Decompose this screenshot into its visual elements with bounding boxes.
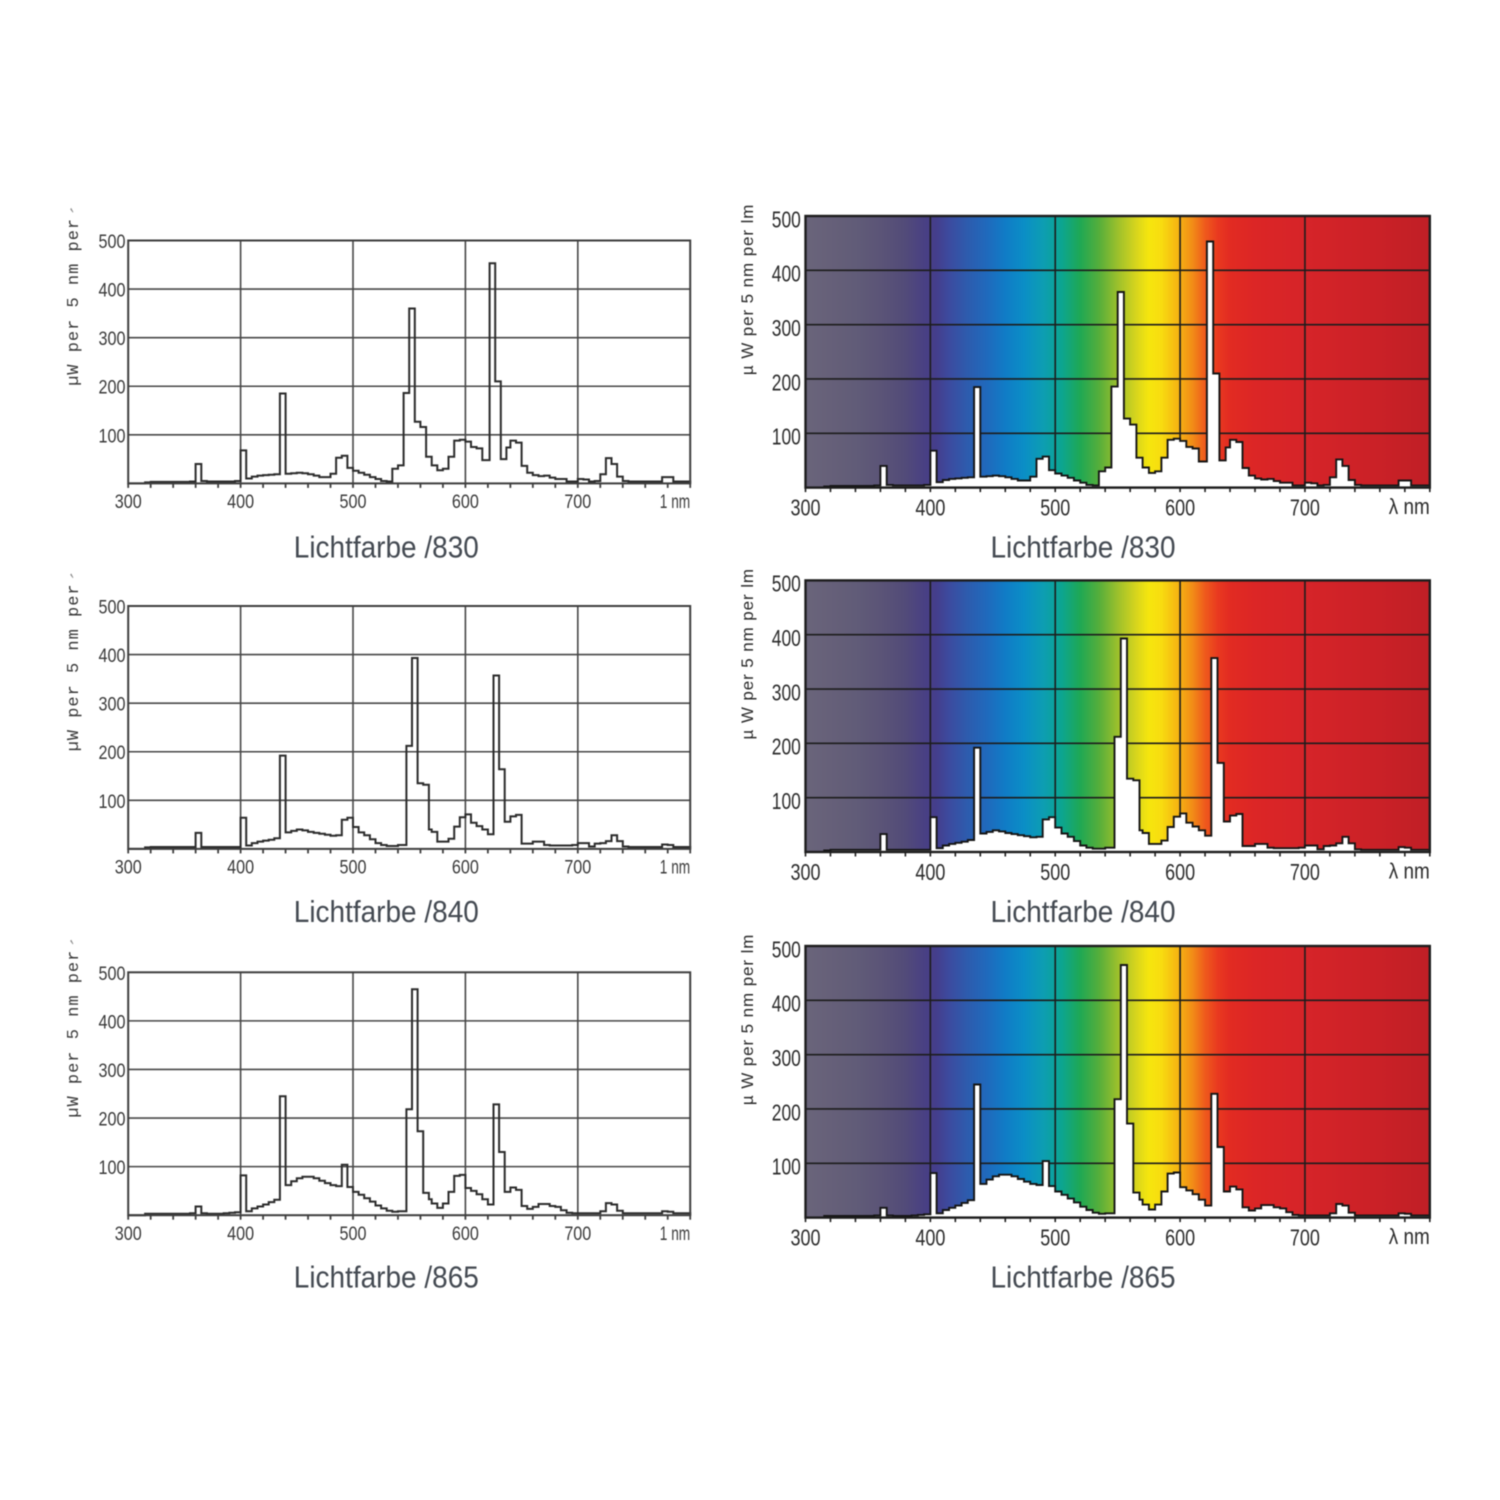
svg-text:600: 600	[452, 491, 479, 513]
svg-text:300: 300	[115, 856, 142, 878]
svg-text:500: 500	[1040, 1225, 1070, 1251]
svg-text:300: 300	[99, 328, 126, 350]
svg-text:100: 100	[772, 424, 801, 450]
svg-text:500: 500	[340, 491, 367, 513]
svg-text:700: 700	[1290, 495, 1320, 521]
svg-text:Lichtfarbe /840: Lichtfarbe /840	[294, 894, 479, 929]
svg-text:500: 500	[772, 206, 801, 232]
svg-text:Lichtfarbe /830: Lichtfarbe /830	[294, 530, 479, 565]
svg-text:Lichtfarbe /865: Lichtfarbe /865	[294, 1260, 479, 1295]
svg-text:λ nm: λ nm	[1389, 494, 1430, 519]
svg-text:µ W per 5 nm per lm: µ W per 5 nm per lm	[738, 934, 757, 1105]
svg-text:500: 500	[772, 571, 801, 597]
svg-text:500: 500	[99, 231, 126, 253]
svg-text:600: 600	[452, 856, 479, 878]
svg-text:600: 600	[1165, 495, 1195, 521]
svg-text:700: 700	[564, 491, 591, 513]
svg-text:µ W per 5 nm per lm: µ W per 5 nm per lm	[738, 568, 757, 739]
svg-text:700: 700	[564, 856, 591, 878]
svg-text:µW per 5 nm per: µW per 5 nm per	[65, 950, 84, 1118]
svg-text:400: 400	[772, 625, 801, 651]
svg-text:400: 400	[772, 261, 801, 287]
svg-text:400: 400	[915, 495, 945, 521]
svg-text:300: 300	[791, 495, 821, 521]
svg-text:500: 500	[99, 596, 126, 618]
svg-text:600: 600	[1165, 1225, 1195, 1251]
svg-text:500: 500	[340, 856, 367, 878]
svg-text:500: 500	[340, 1223, 367, 1245]
svg-text:300: 300	[791, 1225, 821, 1251]
svg-text:500: 500	[772, 936, 801, 962]
svg-text:Lichtfarbe /840: Lichtfarbe /840	[991, 894, 1176, 929]
svg-text:400: 400	[99, 1011, 126, 1033]
svg-text:200: 200	[99, 1108, 126, 1130]
svg-text:700: 700	[1290, 1225, 1320, 1251]
svg-text:400: 400	[772, 991, 801, 1017]
svg-text:300: 300	[791, 859, 821, 885]
svg-text:500: 500	[1040, 495, 1070, 521]
svg-text:300: 300	[115, 1223, 142, 1245]
svg-text:300: 300	[99, 1060, 126, 1082]
svg-text:400: 400	[227, 856, 254, 878]
svg-text:500: 500	[99, 963, 126, 985]
svg-text:600: 600	[1165, 859, 1195, 885]
svg-text:500: 500	[1040, 859, 1070, 885]
svg-text:1 nm: 1 nm	[660, 491, 690, 513]
svg-text:700: 700	[564, 1223, 591, 1245]
svg-text:100: 100	[772, 788, 801, 814]
svg-text:λ nm: λ nm	[1389, 859, 1430, 884]
svg-text:300: 300	[99, 693, 126, 715]
svg-text:600: 600	[452, 1223, 479, 1245]
svg-text:Lichtfarbe /865: Lichtfarbe /865	[991, 1260, 1176, 1295]
svg-text:400: 400	[915, 859, 945, 885]
svg-text:400: 400	[99, 645, 126, 667]
svg-text:200: 200	[772, 734, 801, 760]
svg-text:100: 100	[99, 791, 126, 813]
svg-text:400: 400	[915, 1225, 945, 1251]
svg-text:λ nm: λ nm	[1389, 1224, 1430, 1249]
svg-text:200: 200	[772, 369, 801, 395]
svg-text:400: 400	[227, 1223, 254, 1245]
svg-text:200: 200	[99, 742, 126, 764]
svg-text:1 nm: 1 nm	[660, 1223, 690, 1245]
svg-text:400: 400	[227, 491, 254, 513]
svg-text:300: 300	[772, 315, 801, 341]
svg-text:300: 300	[115, 491, 142, 513]
svg-text:100: 100	[99, 425, 126, 447]
svg-text:300: 300	[772, 1045, 801, 1071]
svg-text:700: 700	[1290, 859, 1320, 885]
svg-text:1 nm: 1 nm	[660, 856, 690, 878]
svg-text:µW per 5 nm per: µW per 5 nm per	[65, 218, 84, 386]
svg-text:200: 200	[772, 1099, 801, 1125]
svg-text:µ W per 5 nm per lm: µ W per 5 nm per lm	[738, 204, 757, 375]
svg-text:Lichtfarbe /830: Lichtfarbe /830	[991, 530, 1176, 565]
svg-text:200: 200	[99, 376, 126, 398]
svg-text:300: 300	[772, 679, 801, 705]
svg-text:µW per 5 nm per: µW per 5 nm per	[65, 583, 84, 751]
svg-text:400: 400	[99, 279, 126, 301]
svg-text:100: 100	[99, 1157, 126, 1179]
svg-text:100: 100	[772, 1154, 801, 1180]
